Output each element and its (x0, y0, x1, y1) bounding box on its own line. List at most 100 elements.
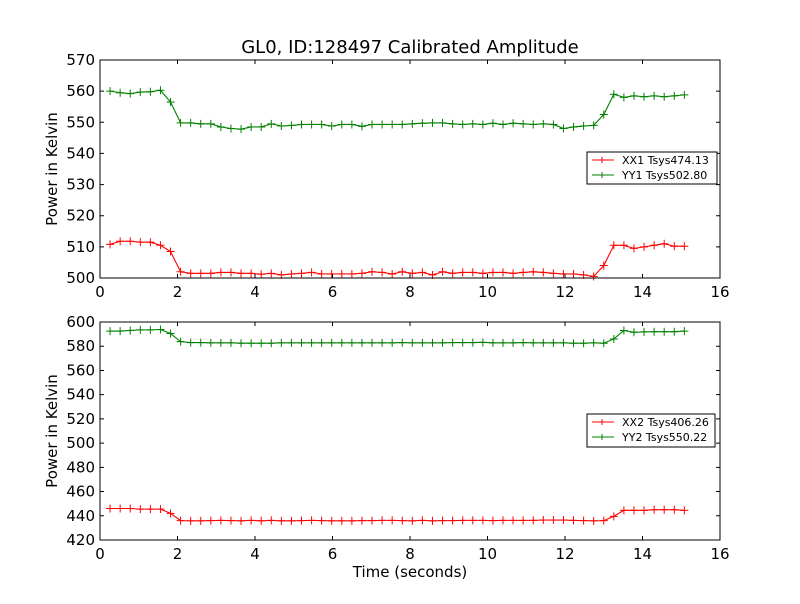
data-point (408, 338, 417, 347)
legend-label: YY1 Tsys502.80 (621, 169, 707, 182)
data-point (357, 122, 366, 131)
data-point (509, 516, 518, 525)
data-point (408, 119, 417, 128)
data-point (136, 238, 145, 247)
y-tick-label: 550 (66, 113, 95, 131)
data-point (509, 269, 518, 278)
data-point (650, 91, 659, 100)
data-point (287, 338, 296, 347)
data-point (468, 516, 477, 525)
data-point (499, 120, 507, 129)
data-point (599, 339, 608, 348)
data-point (307, 268, 316, 277)
legend-marker (599, 434, 605, 440)
legend-box (586, 413, 716, 448)
data-point (418, 516, 427, 525)
data-point (670, 327, 679, 336)
legend-label: XX2 Tsys406.26 (622, 416, 709, 429)
data-point (438, 267, 447, 276)
data-point (660, 327, 669, 336)
data-point (317, 516, 326, 525)
data-point (287, 121, 296, 130)
data-point (237, 516, 246, 525)
y-tick-label: 560 (66, 82, 95, 100)
data-point (458, 516, 467, 525)
data-point (418, 338, 427, 347)
data-point (166, 98, 175, 107)
data-point (660, 92, 669, 101)
data-point (589, 272, 598, 281)
data-point (216, 338, 225, 347)
data-point (609, 90, 618, 99)
data-point (680, 506, 689, 515)
x-tick-label: 12 (555, 283, 574, 301)
data-point (549, 120, 558, 129)
y-tick-label: 600 (66, 313, 95, 331)
data-point (378, 120, 387, 129)
data-point (398, 267, 407, 276)
data-point (640, 506, 649, 515)
data-point (126, 89, 135, 98)
data-point (277, 516, 286, 525)
y-tick-label: 520 (66, 207, 95, 225)
data-point (186, 338, 195, 347)
legend-marker (599, 172, 605, 178)
data-point (640, 92, 649, 101)
x-tick-label: 2 (173, 545, 183, 563)
data-point (146, 238, 155, 247)
data-point (509, 119, 518, 128)
data-point (126, 504, 135, 513)
data-point (337, 516, 346, 525)
x-tick-label: 16 (710, 545, 729, 563)
data-point (559, 338, 568, 347)
x-tick-label: 12 (555, 545, 574, 563)
data-point (468, 268, 477, 277)
data-point (307, 516, 316, 525)
data-point (478, 120, 487, 129)
data-point (136, 88, 145, 97)
data-point (458, 120, 467, 129)
data-point (196, 269, 205, 278)
data-point (398, 338, 407, 347)
data-point (609, 512, 618, 521)
data-point (438, 118, 447, 127)
data-point (589, 338, 598, 347)
data-point (327, 269, 336, 278)
x-tick-label: 16 (710, 283, 729, 301)
data-point (579, 516, 588, 525)
data-point (186, 269, 195, 278)
data-point (529, 516, 538, 525)
data-point (257, 122, 266, 131)
data-point (569, 269, 578, 278)
data-point (619, 93, 628, 102)
data-point (156, 241, 165, 250)
data-point (166, 247, 175, 256)
data-point (670, 91, 679, 100)
data-point (267, 269, 276, 278)
data-point (488, 516, 497, 525)
data-point (468, 119, 477, 128)
data-point (388, 516, 397, 525)
data-point (206, 338, 215, 347)
data-point (458, 268, 467, 277)
data-point (398, 516, 407, 525)
x-tick-label: 0 (95, 283, 105, 301)
data-point (418, 119, 427, 128)
data-point (569, 516, 578, 525)
data-point (388, 120, 397, 129)
data-point (670, 505, 679, 514)
data-point (478, 338, 487, 347)
data-point (186, 118, 195, 127)
data-point (116, 327, 125, 336)
data-point (247, 516, 256, 525)
y-tick-label: 540 (66, 144, 95, 162)
data-point (640, 327, 649, 336)
data-point (448, 269, 457, 278)
data-point (519, 516, 528, 525)
data-point (680, 242, 689, 251)
data-point (337, 269, 346, 278)
legend-box (586, 151, 718, 185)
data-point (579, 339, 588, 348)
y-tick-label: 510 (66, 238, 95, 256)
data-point (428, 338, 437, 347)
